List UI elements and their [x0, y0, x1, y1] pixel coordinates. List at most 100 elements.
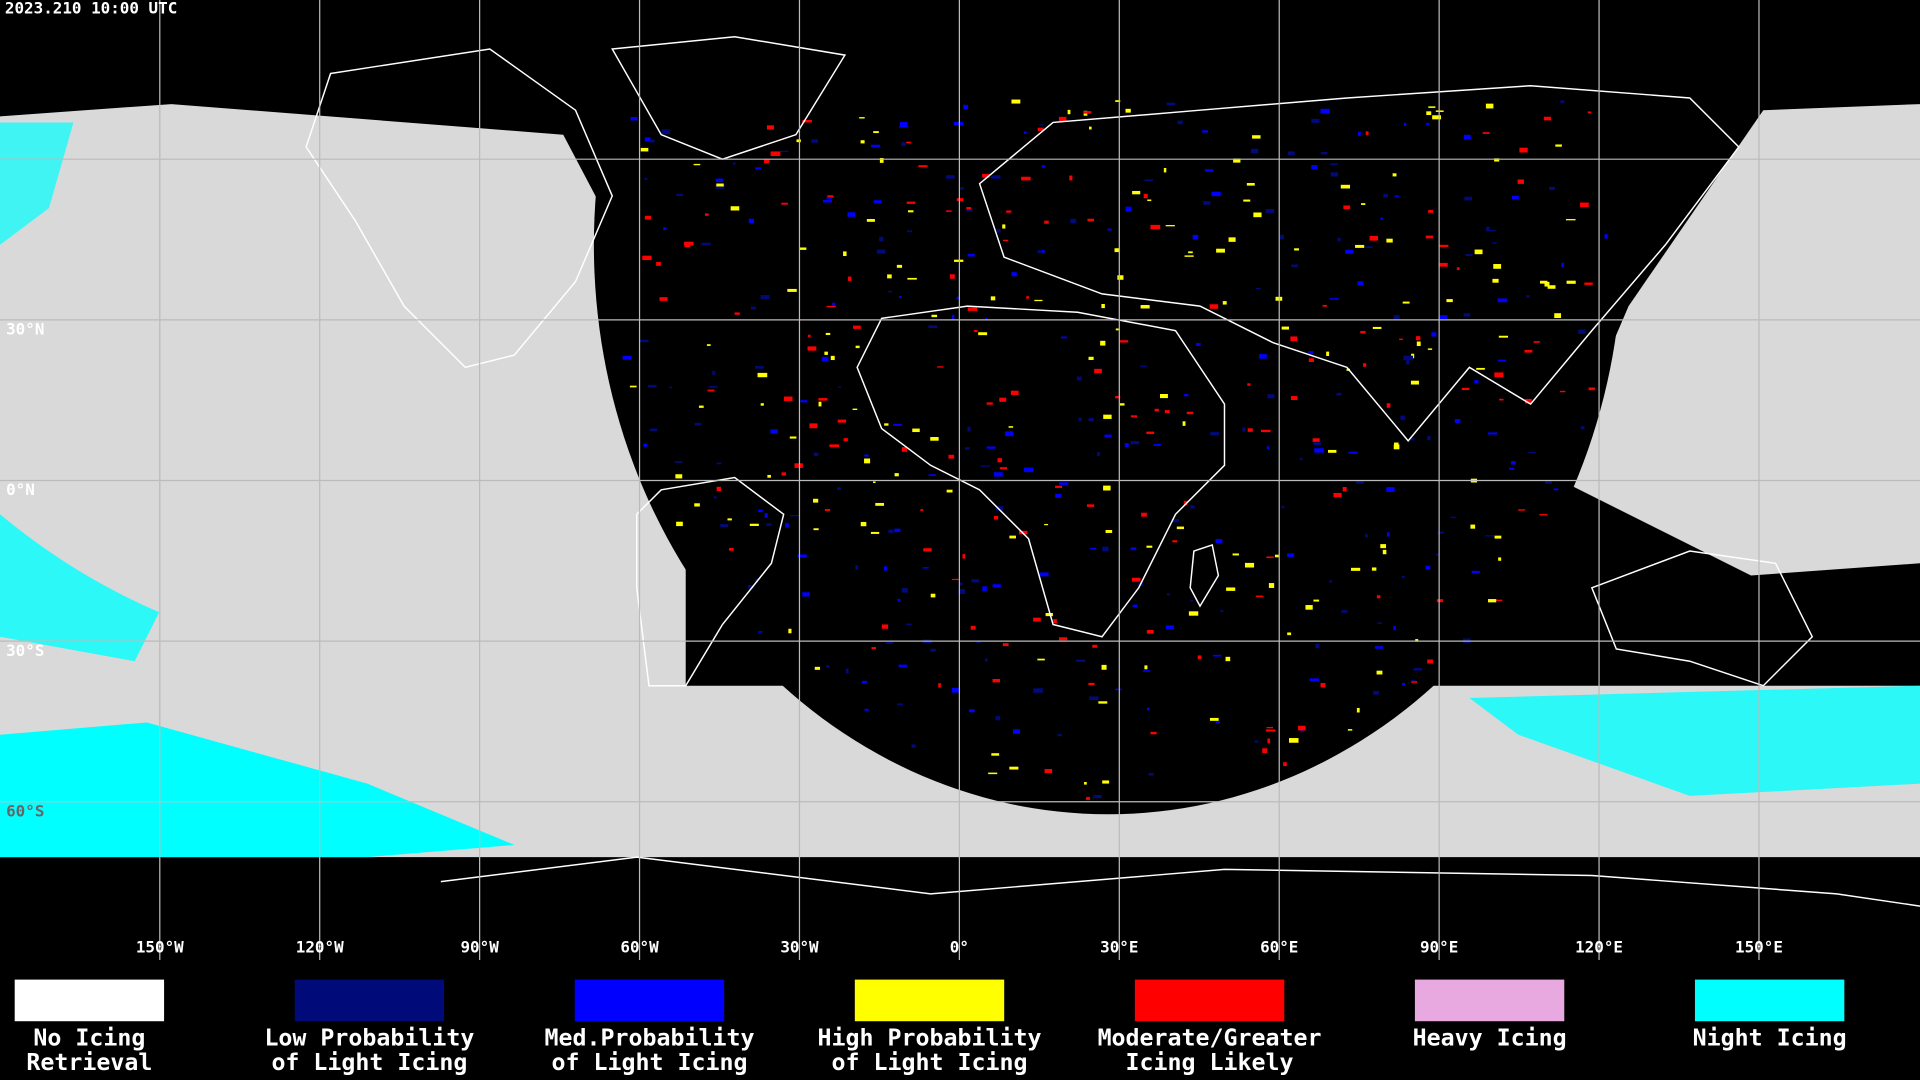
speckle-dot	[1287, 553, 1295, 557]
speckle-dot	[1102, 780, 1110, 784]
legend-swatch	[1694, 979, 1845, 1022]
speckle-dot	[748, 218, 755, 224]
speckle-dot	[1329, 580, 1333, 583]
speckle-dot	[954, 121, 963, 126]
speckle-dot	[802, 592, 810, 597]
speckle-dot	[1456, 267, 1460, 271]
speckle-dot	[1148, 772, 1154, 776]
speckle-dot	[1299, 458, 1304, 460]
speckle-dot	[1491, 242, 1497, 244]
speckle-dot	[1244, 562, 1255, 568]
speckle-dot	[1437, 531, 1445, 534]
speckle-dot	[661, 129, 671, 135]
speckle-dot	[1183, 500, 1188, 506]
speckle-dot	[1553, 488, 1559, 491]
speckle-dot	[730, 206, 740, 211]
speckle-dot	[1086, 504, 1095, 507]
speckle-dot	[1088, 418, 1094, 422]
speckle-dot	[990, 296, 996, 301]
speckle-dot	[1228, 237, 1236, 242]
speckle-dot	[704, 213, 709, 216]
speckle-dot	[1425, 565, 1431, 570]
speckle-dot	[818, 401, 822, 407]
speckle-dot	[995, 716, 1001, 721]
speckle-dot	[1320, 683, 1326, 688]
speckle-dot	[968, 709, 975, 713]
speckle-dot	[1055, 493, 1062, 498]
speckle-dot	[986, 402, 993, 405]
speckle-dot	[1547, 285, 1556, 289]
speckle-dot	[1037, 127, 1044, 131]
speckle-dot	[963, 104, 968, 110]
speckle-dot	[980, 465, 991, 467]
speckle-dot	[767, 474, 771, 478]
speckle-dot	[956, 296, 961, 300]
speckle-dot	[1465, 254, 1473, 257]
speckle-dot	[1518, 509, 1526, 511]
speckle-dot	[1281, 326, 1290, 330]
speckle-dot	[901, 588, 908, 593]
speckle-dot	[992, 678, 1000, 683]
speckle-dot	[1184, 393, 1189, 397]
speckle-dot	[962, 554, 966, 559]
speckle-dot	[982, 173, 990, 178]
speckle-dot	[1154, 408, 1159, 412]
speckle-dot	[852, 408, 858, 411]
longitude-label: 30°E	[1100, 938, 1138, 957]
speckle-dot	[1549, 186, 1555, 191]
speckle-dot	[860, 140, 865, 144]
speckle-dot	[1376, 595, 1381, 599]
speckle-dot	[1105, 530, 1113, 533]
speckle-dot	[1044, 769, 1053, 774]
speckle-dot	[1511, 195, 1519, 200]
speckle-dot	[1498, 335, 1509, 338]
speckle-dot	[715, 178, 723, 182]
speckle-dot	[1115, 395, 1121, 399]
speckle-dot	[830, 355, 835, 361]
speckle-dot	[1247, 383, 1251, 386]
speckle-dot	[1267, 394, 1275, 399]
legend-swatch	[854, 979, 1005, 1022]
speckle-dot	[1061, 336, 1067, 339]
speckle-dot	[1125, 206, 1132, 212]
speckle-dot	[821, 356, 829, 362]
speckle-dot	[802, 119, 812, 123]
legend-label: of Light Icing	[551, 1049, 747, 1076]
speckle-dot	[1604, 234, 1608, 239]
speckle-dot	[1220, 610, 1224, 613]
speckle-dot	[1340, 184, 1350, 189]
speckle-dot	[930, 593, 936, 598]
speckle-dot	[879, 236, 884, 242]
speckle-dot	[1259, 354, 1267, 359]
speckle-dot	[1330, 172, 1339, 177]
speckle-dot	[1013, 729, 1020, 734]
speckle-dot	[693, 163, 701, 166]
speckle-dot	[967, 426, 971, 432]
speckle-dot	[1410, 380, 1419, 385]
speckle-dot	[1482, 132, 1490, 134]
speckle-dot	[1177, 120, 1183, 125]
speckle-dot	[1347, 729, 1353, 731]
speckle-dot	[1255, 595, 1264, 598]
speckle-dot	[859, 117, 865, 119]
speckle-dot	[659, 297, 668, 301]
speckle-dot	[1343, 205, 1351, 210]
speckle-dot	[864, 708, 869, 711]
speckle-dot	[1102, 546, 1109, 552]
speckle-dot	[807, 346, 817, 351]
speckle-dot	[1165, 625, 1175, 630]
speckle-dot	[1088, 682, 1095, 686]
speckle-dot	[978, 332, 988, 336]
cloud-region	[1555, 104, 1920, 576]
speckle-dot	[1053, 619, 1057, 623]
speckle-dot	[906, 141, 912, 144]
speckle-dot	[1281, 506, 1285, 509]
speckle-dot	[873, 200, 882, 204]
speckle-dot	[707, 389, 715, 392]
speckle-dot	[951, 578, 959, 581]
legend-swatch	[1414, 979, 1565, 1022]
speckle-dot	[1232, 553, 1239, 556]
speckle-dot	[1252, 135, 1261, 139]
speckle-dot	[715, 184, 725, 189]
speckle-dot	[884, 423, 889, 426]
